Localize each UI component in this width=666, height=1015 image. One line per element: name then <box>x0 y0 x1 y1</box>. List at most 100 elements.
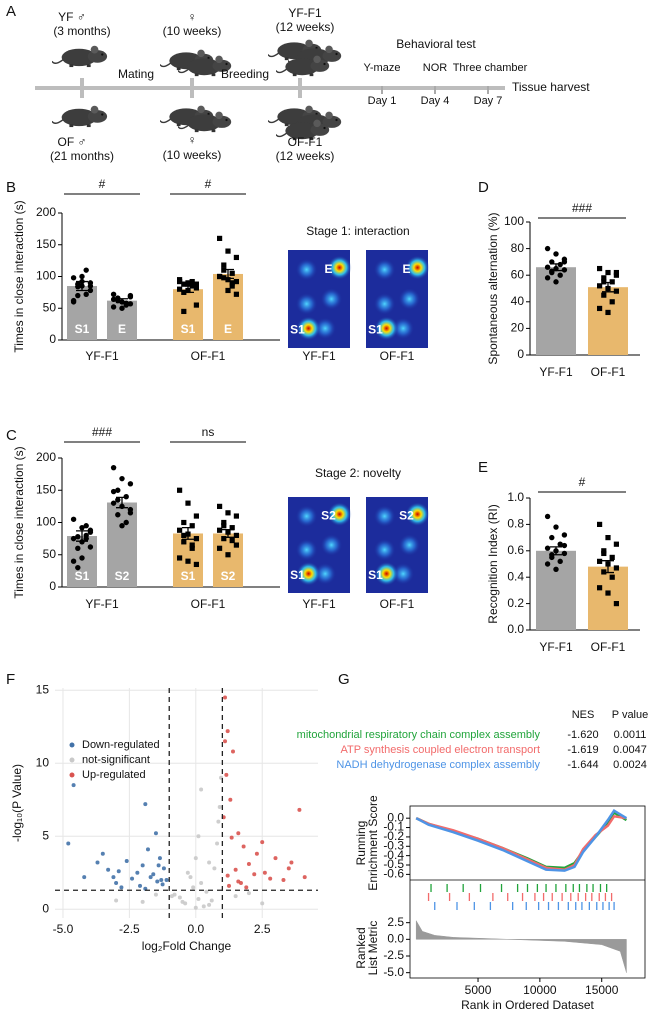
data-point <box>605 590 611 596</box>
data-point <box>115 497 121 503</box>
test-day: Day 1 <box>368 95 397 107</box>
data-point <box>160 882 165 887</box>
panel-letter: C <box>6 427 17 444</box>
heatmap-zone-label: S1 <box>368 568 383 582</box>
error-bar <box>550 263 562 272</box>
data-point <box>181 519 187 526</box>
data-point <box>544 264 551 270</box>
data-point <box>601 548 607 554</box>
data-point <box>233 513 239 519</box>
heatmap-hotspot <box>405 255 430 280</box>
heatmap-blob <box>320 288 343 310</box>
data-point <box>79 555 85 561</box>
data-point <box>302 875 307 880</box>
data-point <box>70 535 77 542</box>
test-title: Behavioral test <box>396 37 476 51</box>
y-tick-label: -0.6 <box>383 867 404 881</box>
data-point <box>127 301 134 307</box>
bar <box>107 502 137 587</box>
data-point <box>189 545 195 551</box>
heatmap-blob <box>392 562 415 585</box>
group-age: (3 months) <box>53 24 110 38</box>
data-point <box>597 265 603 272</box>
y-axis-label: Recognition Index (RI) <box>486 504 500 623</box>
data-point <box>233 278 239 285</box>
data-point <box>229 537 235 544</box>
test-day: Day 7 <box>474 95 503 107</box>
data-point <box>225 510 231 516</box>
test-name: Three chamber <box>453 62 528 74</box>
data-point <box>553 566 559 572</box>
p-value: 0.0011 <box>614 729 647 741</box>
data-point <box>110 488 117 495</box>
heatmap-zone-label: S1 <box>290 568 305 582</box>
data-point <box>183 901 188 906</box>
data-point <box>114 880 119 885</box>
data-point <box>191 885 196 890</box>
bar <box>588 566 628 630</box>
data-point <box>553 251 559 257</box>
data-point <box>66 841 71 846</box>
test-name: NOR <box>423 62 448 74</box>
data-point <box>110 304 117 310</box>
y-axis-label: List Metric <box>366 921 380 976</box>
metric-area <box>415 919 627 973</box>
data-point <box>225 552 231 558</box>
data-point <box>193 905 198 910</box>
data-point <box>185 870 190 875</box>
heatmap-zone-label: E <box>324 262 332 276</box>
data-point <box>233 894 238 899</box>
data-point <box>228 797 233 802</box>
table-header: NES <box>572 709 595 721</box>
data-point <box>553 524 559 530</box>
data-point <box>75 545 81 551</box>
data-point <box>601 569 607 575</box>
x-tick-label: OF-F1 <box>591 640 626 654</box>
heatmap-blob <box>373 292 396 315</box>
data-point <box>252 872 257 877</box>
data-point <box>127 481 134 487</box>
data-point <box>233 542 239 548</box>
data-point <box>193 302 199 308</box>
data-point <box>613 601 619 607</box>
data-point <box>79 273 85 280</box>
y-tick-label: 200 <box>36 205 56 219</box>
data-point <box>143 802 148 807</box>
legend-marker <box>69 742 75 748</box>
data-point <box>75 533 81 540</box>
y-tick-label: -2.5 <box>383 948 404 962</box>
data-point <box>177 487 183 493</box>
data-point <box>115 487 121 493</box>
data-point <box>229 270 235 276</box>
data-point <box>553 279 559 285</box>
error-bar <box>602 560 614 574</box>
data-point <box>605 309 611 316</box>
data-point <box>114 898 119 903</box>
data-point <box>177 895 182 900</box>
data-point <box>83 291 89 297</box>
data-point <box>148 875 153 880</box>
data-point <box>130 876 135 881</box>
data-point <box>229 525 235 531</box>
y-tick-label: 150 <box>36 482 56 496</box>
data-point <box>181 532 187 538</box>
data-point <box>609 279 615 285</box>
data-point <box>561 532 568 538</box>
bar-label: E <box>118 322 126 336</box>
test-name: Y-maze <box>364 62 401 74</box>
nes-value: -1.620 <box>567 729 598 741</box>
heatmap-title: Stage 2: novelty <box>315 466 401 480</box>
data-point <box>119 475 125 482</box>
data-point <box>597 558 603 564</box>
error-bar <box>550 546 562 556</box>
group-age: (12 weeks) <box>276 149 335 163</box>
data-point <box>153 831 158 836</box>
legend-label: ATP synthesis coupled electron transport <box>340 744 540 756</box>
bar <box>173 289 203 340</box>
significance-label: ### <box>572 201 592 215</box>
es-curve <box>415 808 628 872</box>
data-point <box>262 870 267 875</box>
error-bar <box>76 530 88 542</box>
heatmap-hotspot <box>296 561 321 586</box>
data-point <box>601 550 607 557</box>
